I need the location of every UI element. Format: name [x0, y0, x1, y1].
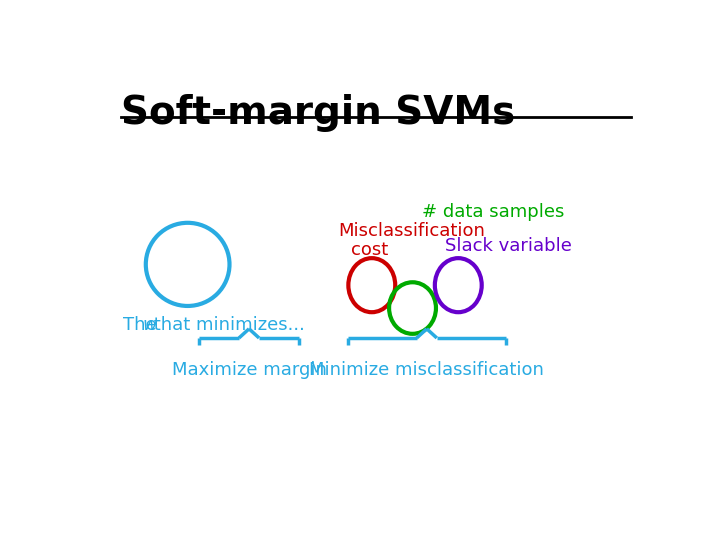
- Text: Misclassification: Misclassification: [338, 222, 485, 240]
- Text: Minimize misclassification: Minimize misclassification: [309, 361, 544, 380]
- Text: w: w: [143, 316, 157, 334]
- Text: Soft-margin SVMs: Soft-margin SVMs: [121, 94, 515, 132]
- Text: Maximize margin: Maximize margin: [171, 361, 326, 380]
- Text: The: The: [124, 316, 163, 334]
- Text: Slack variable: Slack variable: [446, 237, 572, 255]
- Text: cost: cost: [351, 241, 388, 259]
- Text: that minimizes...: that minimizes...: [148, 316, 305, 334]
- Text: # data samples: # data samples: [422, 204, 564, 221]
